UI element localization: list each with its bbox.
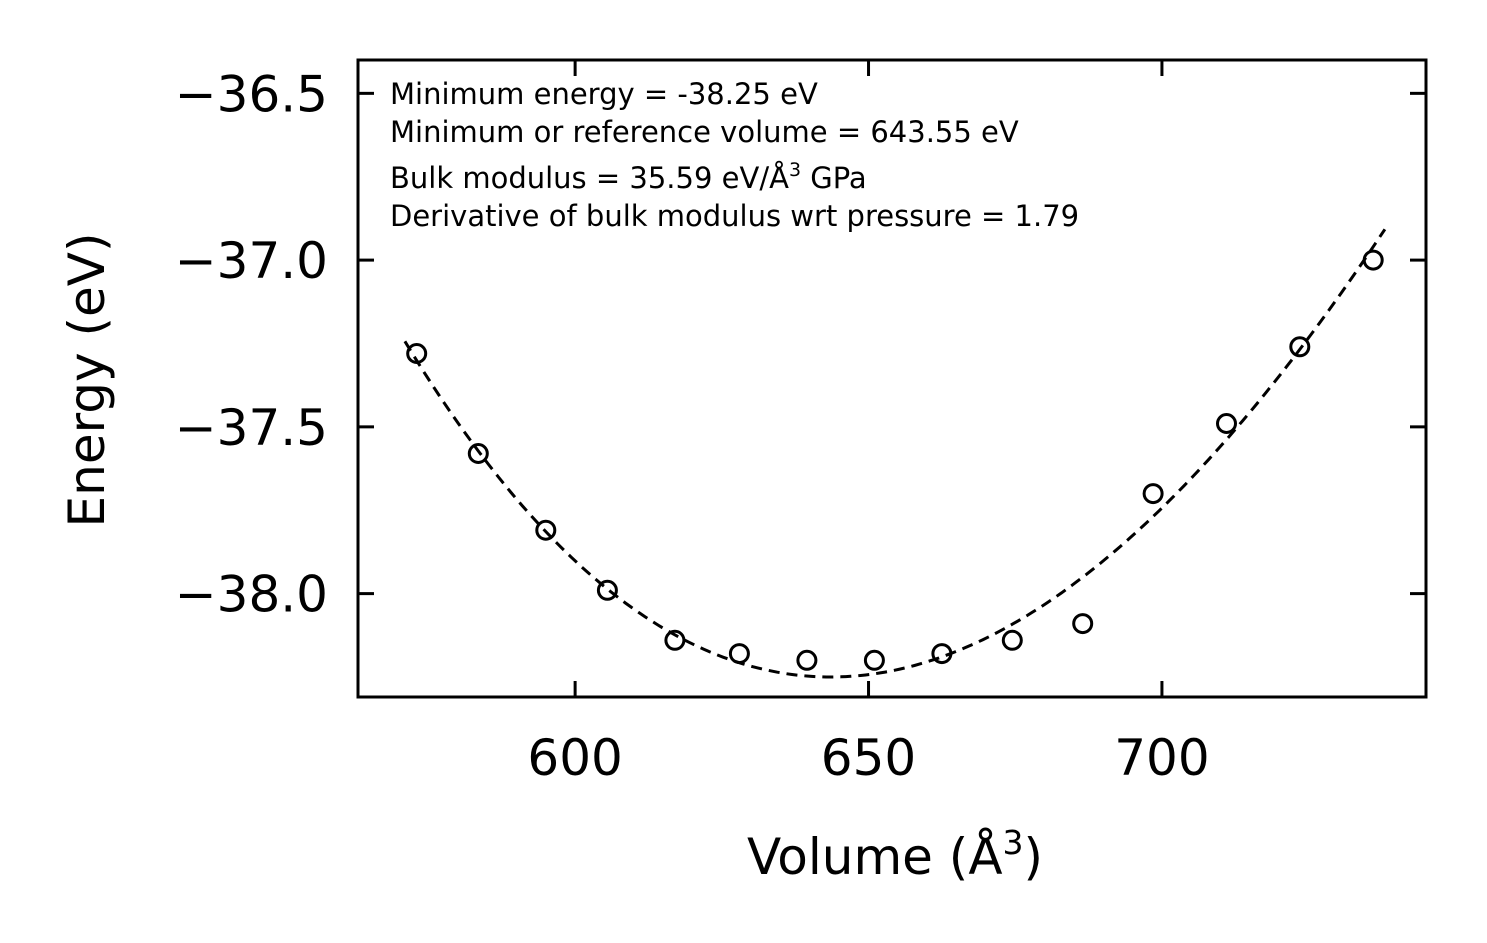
data-point [728, 643, 750, 665]
data-point [1362, 249, 1384, 271]
x-axis-ticks: 600 650 700 [527, 60, 1210, 787]
data-point [467, 443, 489, 464]
data-point [406, 343, 428, 364]
data-point [664, 629, 686, 651]
x-axis-title-tail: ) [1024, 828, 1044, 886]
data-point [596, 579, 618, 601]
annotation-min-energy: Minimum energy = -38.25 eV [390, 77, 818, 111]
y-tick-label: −37.0 [175, 232, 328, 290]
data-point [1001, 629, 1023, 651]
annotation-bulk-modulus: Bulk modulus = 35.59 eV/Å3 GPa [390, 159, 867, 195]
annotation-bulk-modulus-text: Bulk modulus = 35.59 eV/Å [390, 161, 789, 195]
data-point [863, 649, 885, 671]
fit-curve-layer [403, 228, 1387, 679]
data-point [1216, 413, 1237, 434]
data-point [1142, 483, 1164, 505]
y-tick-label: −37.5 [175, 399, 328, 457]
plot-frame [356, 58, 1428, 699]
data-points-layer [406, 249, 1384, 671]
y-axis-ticks: −36.5 −37.0 −37.5 −38.0 [175, 65, 1426, 624]
y-axis-title: Energy (eV) [58, 233, 116, 528]
data-point [931, 643, 953, 665]
annotation-min-volume: Minimum or reference volume = 643.55 eV [390, 115, 1019, 149]
annotation-box: Minimum energy = -38.25 eV Minimum or re… [390, 77, 1079, 233]
data-point [796, 649, 818, 671]
annotation-bulk-modulus-tail: GPa [801, 161, 867, 195]
x-axis-title: Volume (Å3) [747, 823, 1043, 886]
x-axis-title-text: Volume (Å [747, 828, 1003, 886]
data-point [1072, 613, 1094, 635]
data-point [1289, 336, 1311, 358]
annotation-bulk-modulus-sup: 3 [789, 159, 801, 181]
x-tick-label: 700 [1114, 729, 1209, 787]
y-tick-label: −36.5 [175, 65, 328, 123]
y-tick-label: −38.0 [175, 566, 328, 624]
annotation-bulk-derivative: Derivative of bulk modulus wrt pressure … [390, 199, 1079, 233]
x-axis-title-sup: 3 [1003, 823, 1024, 862]
data-point [535, 519, 557, 541]
fit-curve [403, 228, 1387, 679]
x-tick-label: 650 [821, 729, 916, 787]
x-tick-label: 600 [527, 729, 622, 787]
